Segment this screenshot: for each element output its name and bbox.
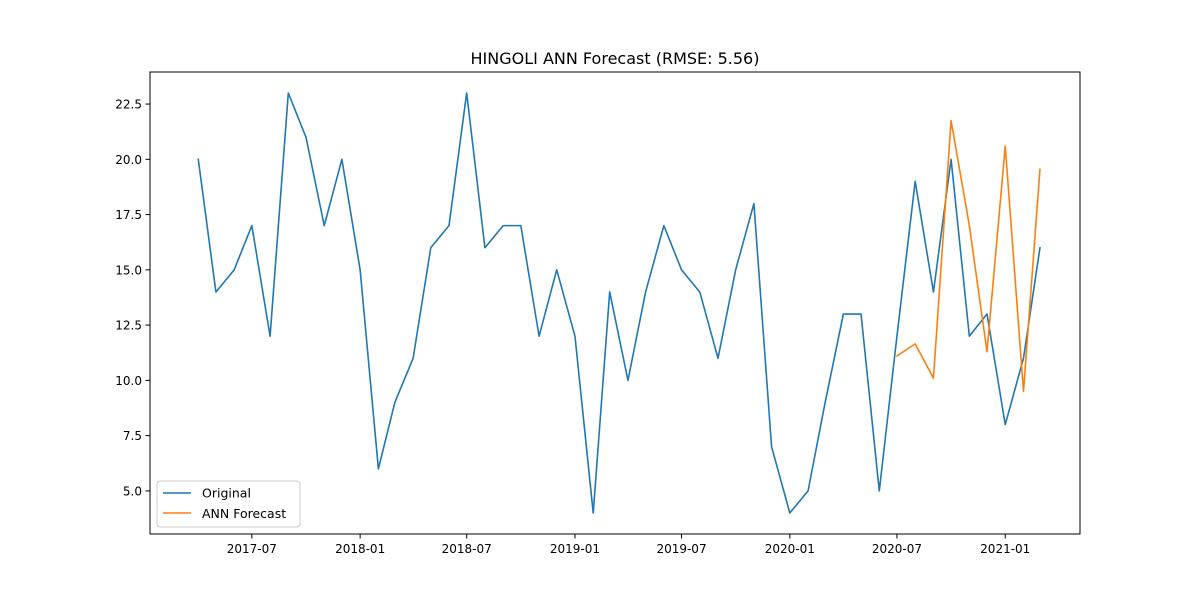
y-tick-label: 7.5 [123,429,142,443]
x-tick-label: 2019-07 [656,542,706,556]
y-tick-label: 22.5 [115,98,142,112]
plot-frame [149,71,1081,535]
y-tick-label: 17.5 [115,208,142,222]
y-axis: 5.0 7.5 10.0 12.5 15.0 17.5 20.0 22.5 [115,98,150,498]
x-axis: 2017-07 2018-01 2018-07 2019-01 2019-07 2020-… [227,534,1030,556]
series-layer [197,92,1041,514]
series-line-ann-forecast [895,119,1041,393]
y-tick-label: 20.0 [115,153,142,167]
legend-label-original: Original [202,486,251,501]
x-tick-label: 2021-01 [980,542,1030,556]
y-tick-label: 10.0 [115,374,142,388]
legend-label-ann-forecast: ANN Forecast [202,506,286,521]
legend: Original ANN Forecast [156,480,301,528]
x-tick-label: 2018-07 [442,542,492,556]
x-tick-label: 2019-01 [550,542,600,556]
x-tick-label: 2020-07 [872,542,922,556]
series-line-original [197,92,1041,514]
x-tick-label: 2017-07 [227,542,277,556]
y-tick-label: 12.5 [115,319,142,333]
y-tick-label: 15.0 [115,263,142,277]
legend-box [156,480,301,528]
chart-title: HINGOLI ANN Forecast (RMSE: 5.56) [471,49,760,68]
y-tick-label: 5.0 [123,484,142,498]
x-tick-label: 2018-01 [335,542,385,556]
x-tick-label: 2020-01 [765,542,815,556]
